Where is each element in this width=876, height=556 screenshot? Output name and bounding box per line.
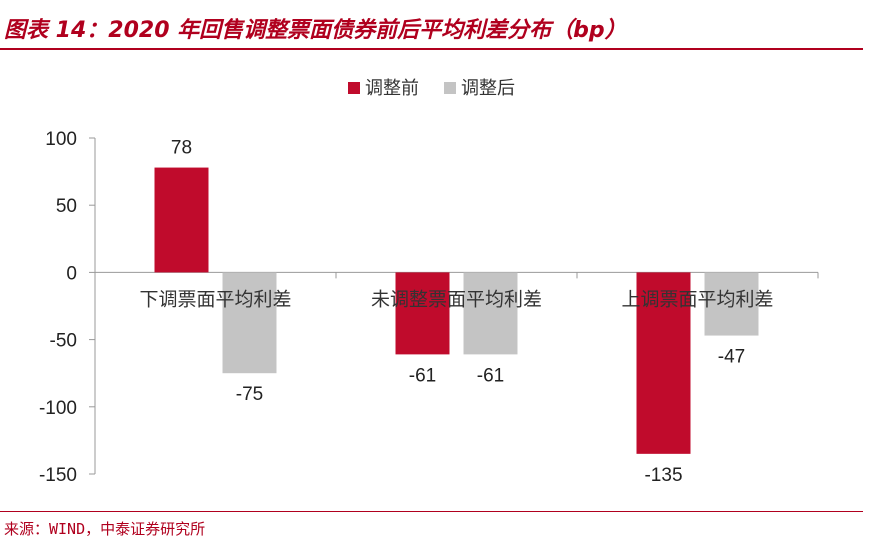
y-tick-label: -100	[39, 398, 77, 419]
bar-before-1	[154, 167, 209, 273]
legend-swatch-after	[444, 82, 456, 94]
chart-title: 图表 14：2020 年回售调整票面债券前后平均利差分布（bp）	[4, 18, 627, 43]
y-tick-label: 0	[66, 263, 77, 284]
bar-before-3	[636, 272, 691, 454]
data-label-before-1: 78	[171, 138, 192, 159]
y-tick-label: -150	[39, 465, 77, 486]
source-note: 来源：WIND，中泰证券研究所	[4, 520, 206, 538]
y-tick-label: 50	[56, 196, 77, 217]
category-label-1: 下调票面平均利差	[139, 288, 291, 310]
category-label-2: 未调整票面平均利差	[371, 288, 542, 310]
bars	[154, 167, 759, 454]
category-label-3: 上调票面平均利差	[621, 288, 773, 310]
y-axis: 100 50 0 -50 -100 -150	[39, 129, 819, 486]
legend: 调整前 调整后	[348, 78, 515, 99]
bar-after-1	[222, 272, 277, 374]
y-tick-label: -50	[50, 331, 77, 352]
data-label-after-3: -47	[718, 347, 745, 368]
data-label-before-3: -135	[644, 465, 682, 486]
data-label-after-2: -61	[477, 365, 504, 386]
bar-after-3	[704, 272, 759, 336]
y-tick-label: 100	[45, 129, 77, 150]
legend-label-after: 调整后	[461, 78, 515, 99]
category-labels: 下调票面平均利差 未调整票面平均利差 上调票面平均利差	[139, 288, 773, 310]
legend-label-before: 调整前	[365, 78, 419, 99]
footer-rule	[0, 511, 863, 512]
bar-after-2	[463, 272, 518, 355]
legend-swatch-before	[348, 82, 360, 94]
data-label-before-2: -61	[409, 365, 436, 386]
data-labels: 78 -75 -61 -61 -135 -47	[171, 138, 745, 486]
data-label-after-1: -75	[236, 384, 263, 405]
bar-before-2	[395, 272, 450, 355]
bar-chart: 调整前 调整后 100 50 0 -50 -100 -150 78 -75 -61 -61 -135…	[39, 78, 819, 486]
title-rule	[0, 48, 863, 50]
